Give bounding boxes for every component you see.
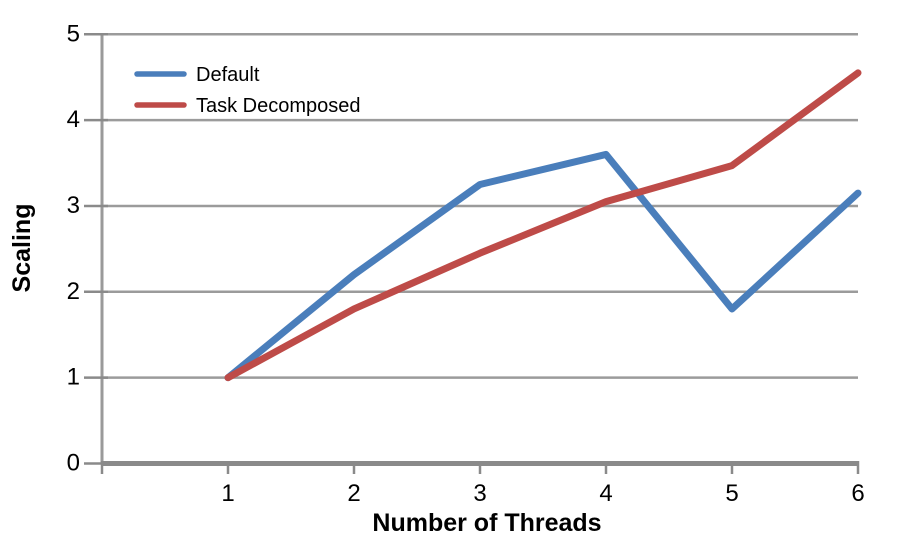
x-tick-label: 1	[221, 480, 234, 507]
y-tick-label: 5	[67, 20, 80, 47]
x-tick-label: 6	[851, 480, 864, 507]
y-tick-label: 2	[67, 278, 80, 305]
x-tick-label: 3	[473, 480, 486, 507]
gridlines	[102, 33, 858, 379]
y-tick-label: 1	[67, 364, 80, 391]
x-axis-title: Number of Threads	[372, 509, 601, 537]
y-tick-label: 3	[67, 192, 80, 219]
x-tick-label: 5	[725, 480, 738, 507]
legend: Default Task Decomposed	[134, 64, 361, 117]
legend-label: Default	[196, 64, 260, 86]
data-series	[224, 69, 862, 382]
y-tick-label: 4	[67, 106, 80, 133]
series-line-default	[224, 150, 862, 382]
y-tick-label: 0	[67, 450, 80, 477]
series-line-task-decomposed	[224, 69, 862, 382]
x-tick-label: 4	[599, 480, 612, 507]
x-tick-labels: 1 2 3 4 5 6	[221, 480, 864, 507]
y-axis-title: Scaling	[8, 204, 36, 293]
axis-ticks	[84, 33, 860, 474]
legend-label: Task Decomposed	[196, 95, 361, 117]
x-tick-label: 2	[347, 480, 360, 507]
y-tick-labels: 0 1 2 3 4 5	[67, 20, 80, 476]
